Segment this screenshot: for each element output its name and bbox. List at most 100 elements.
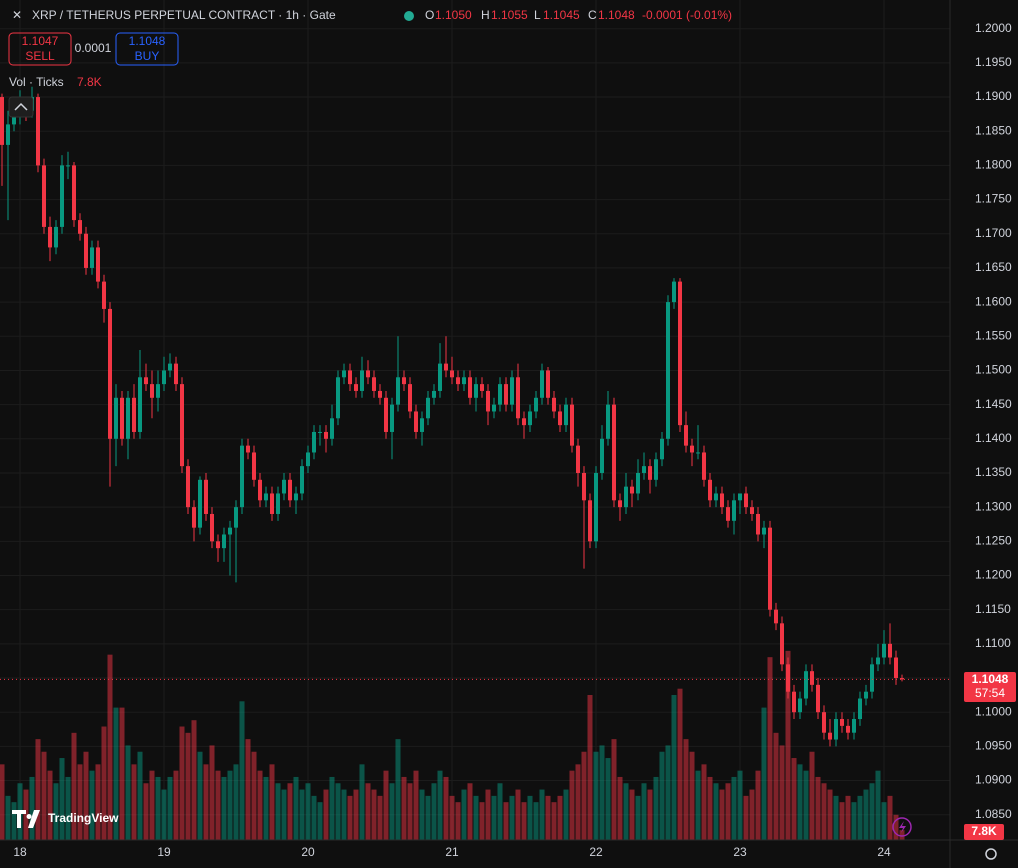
ohlc-label: C (588, 8, 597, 22)
candle-body (366, 370, 370, 378)
volume-bar (515, 789, 521, 840)
sell-button[interactable] (8, 32, 72, 66)
candle-body (714, 493, 718, 501)
volume-bar (527, 795, 533, 840)
volume-bar (197, 751, 203, 840)
close-icon[interactable]: ✕ (12, 8, 22, 22)
candle-body (54, 226, 58, 248)
candle-body (36, 97, 40, 166)
y-tick-label: 1.1600 (975, 294, 1012, 308)
symbol-title: XRP / TETHERUS PERPETUAL CONTRACT · 1h ·… (32, 8, 336, 22)
candle-body (360, 370, 364, 391)
y-tick-label: 1.1250 (975, 533, 1012, 547)
candle-body (534, 397, 538, 412)
volume-bar (0, 764, 5, 840)
candle-body (300, 466, 304, 494)
volume-bar (275, 783, 281, 840)
volume-bar (83, 751, 89, 840)
volume-bar (557, 795, 563, 840)
ohlc-label: O (425, 8, 434, 22)
candle-body (540, 370, 544, 398)
buy-button[interactable] (115, 32, 179, 66)
volume-bar (617, 776, 623, 840)
candle-body (870, 664, 874, 692)
candle-body (666, 302, 670, 439)
candle-body (60, 165, 64, 227)
volume-bar (347, 795, 353, 840)
settings-icon[interactable] (985, 848, 997, 860)
volume-bar (623, 783, 629, 840)
candle-body (72, 165, 76, 221)
volume-bar (287, 783, 293, 840)
collapse-icon (14, 102, 28, 111)
volume-bar (23, 789, 29, 840)
volume-bar (89, 770, 95, 840)
volume-bar (635, 795, 641, 840)
y-tick-label: 1.1150 (975, 602, 1011, 616)
candle-body (642, 466, 646, 473)
volume-bar (755, 770, 761, 840)
volume-bar (485, 789, 491, 840)
candle-body (336, 377, 340, 419)
volume-bar (335, 783, 341, 840)
candle-body (492, 404, 496, 412)
volume-bar (65, 776, 71, 840)
volume-bar (791, 758, 797, 840)
volume-bar (113, 707, 119, 840)
ohlc-value: 1.1048 (598, 8, 635, 22)
volume-bar (833, 795, 839, 840)
candle-body (132, 397, 136, 432)
candle-body (840, 719, 844, 726)
countdown: 57:54 (975, 686, 1005, 700)
volume-bar (179, 726, 185, 840)
volume-bar (809, 751, 815, 840)
candle-body (318, 431, 322, 433)
candle-body (168, 363, 172, 371)
volume-bar (695, 770, 701, 840)
volume-bar (251, 751, 257, 840)
volume-bar (551, 802, 557, 840)
candle-body (108, 308, 112, 439)
y-tick-label: 1.2000 (975, 21, 1012, 35)
candle-body (636, 472, 640, 494)
volume-bar (881, 802, 887, 840)
candle-body (144, 377, 148, 385)
candle-body (210, 513, 214, 542)
candle-body (174, 363, 178, 385)
ohlc-value: 1.1055 (491, 8, 528, 22)
candle-body (678, 281, 682, 426)
volume-bar (533, 802, 539, 840)
candle-body (786, 664, 790, 692)
bolt (899, 821, 906, 833)
candle-body (450, 370, 454, 378)
candle-body (42, 165, 46, 227)
volume-bar (149, 770, 155, 840)
candle-body (192, 507, 196, 528)
volume-bar (815, 776, 821, 840)
alert-icon[interactable] (892, 817, 912, 837)
volume-bar (473, 795, 479, 840)
volume-bar (419, 789, 425, 840)
candle-body (186, 466, 190, 508)
candle-body (564, 404, 568, 426)
candle-body (744, 493, 748, 508)
y-tick-label: 1.1850 (975, 123, 1012, 137)
candle-body (600, 438, 604, 473)
collapse-button[interactable] (8, 96, 34, 118)
candle-body (528, 411, 532, 426)
volume-tag-value: 7.8K (971, 824, 997, 838)
volume-bar (659, 751, 665, 840)
candle-body (294, 493, 298, 501)
y-tick-label: 1.1700 (975, 226, 1012, 240)
volume-bar (569, 770, 575, 840)
candle-body (216, 541, 220, 549)
volume-bar (629, 789, 635, 840)
volume-bar (311, 795, 317, 840)
volume-bar (899, 830, 905, 840)
candle-body (282, 479, 286, 494)
candle-body (150, 384, 154, 398)
candle-body (84, 233, 88, 268)
candle-body (570, 404, 574, 446)
candle-body (732, 500, 736, 521)
